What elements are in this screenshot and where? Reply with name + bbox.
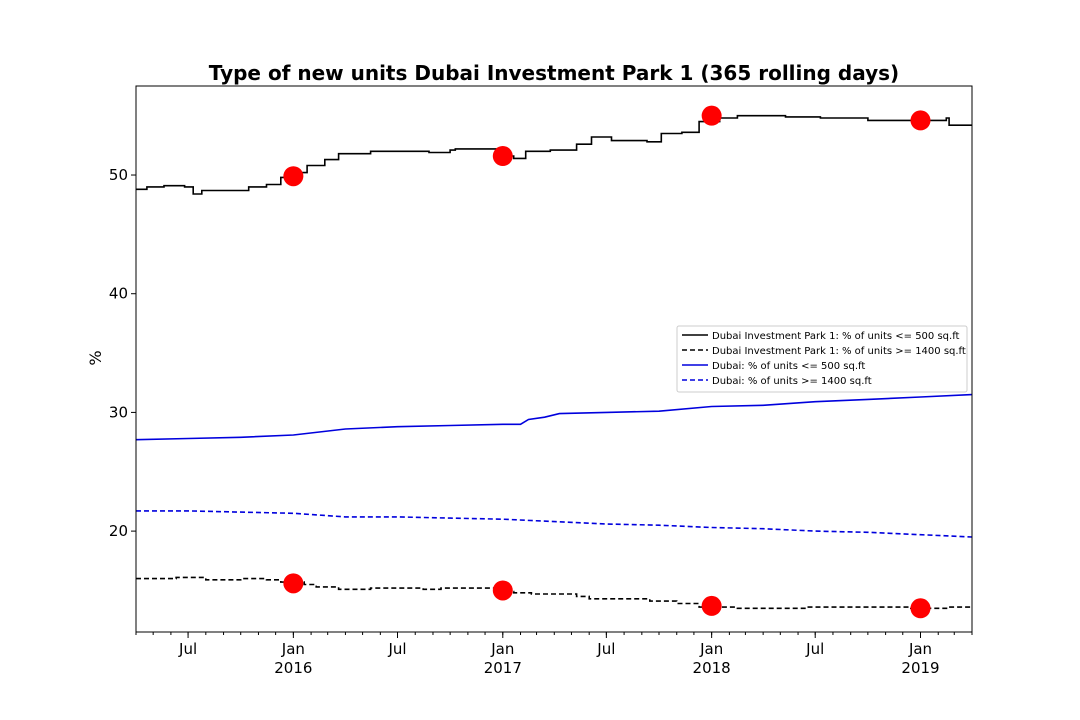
x-tick-label: Jul: [805, 640, 824, 658]
x-tick-label: Jan: [490, 640, 514, 658]
marker-layer: [283, 105, 931, 619]
series-marker: [910, 110, 931, 131]
chart-title: Type of new units Dubai Investment Park …: [209, 61, 899, 85]
legend-box: [676, 325, 968, 393]
series-marker: [701, 105, 722, 126]
series-marker: [283, 166, 304, 187]
legend-entry: Dubai: % of units <= 500 sq.ft: [712, 361, 865, 372]
series-marker: [492, 580, 513, 601]
series-marker: [701, 595, 722, 616]
x-tick-label: Jul: [387, 640, 406, 658]
x-tick-year-label: 2016: [274, 659, 312, 677]
series-marker: [910, 598, 931, 619]
series-line-0: [136, 114, 972, 195]
x-tick-label: Jul: [178, 640, 197, 658]
x-tick-year-label: 2018: [693, 659, 731, 677]
x-tick-label: Jan: [699, 640, 723, 658]
x-tick-year-label: 2017: [484, 659, 522, 677]
y-tick-label: 50: [109, 166, 128, 184]
x-tick-label: Jan: [908, 640, 932, 658]
legend: Dubai Investment Park 1: % of units <= 5…: [676, 325, 968, 393]
y-axis-label: %: [86, 350, 105, 365]
y-tick-label: 20: [109, 522, 128, 540]
series-line-2: [135, 393, 973, 441]
legend-entry: Dubai: % of units >= 1400 sq.ft: [712, 376, 872, 387]
series-marker: [492, 146, 513, 167]
x-tick-label: Jul: [596, 640, 615, 658]
series-line-3: [136, 510, 973, 538]
y-axis: 20 30 40 50: [109, 166, 136, 540]
x-tick-year-label: 2019: [901, 659, 939, 677]
x-tick-label: Jan: [281, 640, 305, 658]
series-marker: [283, 573, 304, 594]
series-line-1: [136, 576, 972, 610]
y-tick-label: 40: [109, 285, 128, 303]
legend-entry: Dubai Investment Park 1: % of units <= 5…: [712, 331, 960, 342]
y-tick-label: 30: [109, 403, 128, 421]
legend-entry: Dubai Investment Park 1: % of units >= 1…: [712, 346, 966, 357]
